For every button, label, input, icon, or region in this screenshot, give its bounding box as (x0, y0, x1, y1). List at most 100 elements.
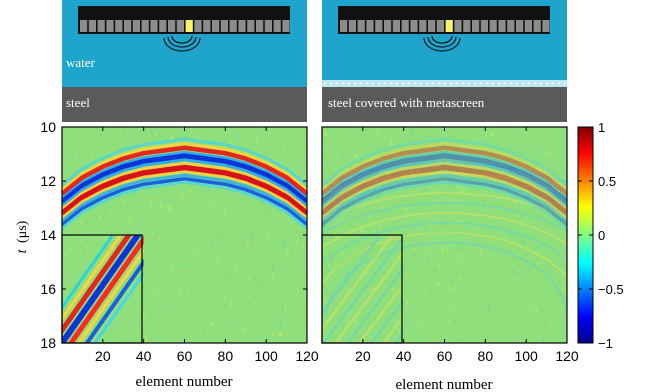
speckle (279, 325, 281, 329)
speckle (514, 144, 517, 147)
speckle (407, 213, 411, 219)
speckle (271, 262, 274, 269)
speckle (378, 251, 381, 257)
speckle (135, 191, 137, 198)
speckle (90, 156, 93, 160)
speckle (411, 267, 413, 271)
faint-ring (322, 172, 567, 198)
speckle (238, 223, 242, 227)
speckle (241, 326, 245, 331)
speckle (105, 320, 108, 324)
speckle (542, 134, 545, 138)
speckle (462, 326, 465, 330)
left-heatmap: 20 40 60 80 100 120 10 12 14 16 18 (40, 119, 318, 364)
speckle (461, 169, 465, 176)
speckle (205, 295, 208, 297)
speckle (436, 281, 440, 286)
speckle (539, 276, 542, 279)
wavefront-band (322, 177, 567, 227)
x-tick-label: 120 (555, 348, 579, 364)
speckle (518, 168, 521, 172)
speckle (463, 185, 467, 191)
speckle (445, 227, 448, 232)
speckle (272, 278, 274, 281)
speckle (140, 220, 144, 224)
speckle (422, 334, 425, 337)
speckle (195, 297, 198, 302)
speckle (342, 136, 345, 138)
speckle (533, 247, 537, 252)
wavefront-band (62, 173, 307, 223)
speckle (265, 247, 267, 252)
speckle (296, 158, 300, 164)
speckle (417, 215, 420, 217)
speckle (265, 144, 267, 146)
array-element (472, 20, 480, 32)
speckle (406, 192, 410, 195)
speckle (210, 267, 213, 270)
speckle (355, 318, 358, 324)
speckle (251, 254, 255, 258)
speckle (482, 234, 485, 237)
speckle (410, 324, 412, 330)
speckle (434, 189, 436, 193)
speckle (550, 161, 552, 167)
speckle (196, 201, 200, 204)
speckle (71, 150, 74, 156)
speckle (276, 302, 280, 306)
colorbar-tick-label: 1 (598, 120, 605, 135)
speckle (532, 325, 535, 327)
speckle (126, 336, 130, 341)
speckle (453, 307, 455, 311)
speckle (549, 233, 552, 235)
speckle (475, 334, 477, 341)
speckle (254, 133, 258, 136)
speckle (453, 287, 456, 291)
speckle (424, 167, 427, 169)
x-tick-label: 20 (95, 348, 111, 364)
inset-stripe (67, 235, 144, 343)
speckle (214, 250, 218, 256)
speckle (64, 307, 67, 312)
inset-stripe (62, 235, 132, 335)
speckle (328, 164, 330, 169)
speckle (510, 155, 514, 158)
speckle (432, 293, 436, 297)
speckle (468, 182, 470, 187)
array-element (247, 20, 255, 32)
speckle (146, 221, 150, 224)
speckle (517, 140, 519, 143)
speckle (94, 286, 98, 290)
speckle (489, 185, 492, 190)
speckle (545, 265, 547, 270)
speckle (375, 163, 379, 168)
speckle (366, 226, 368, 231)
array-element (176, 20, 184, 32)
array-element (480, 20, 488, 32)
speckle (234, 266, 237, 272)
speckle (216, 255, 220, 259)
speckle (412, 182, 415, 185)
speckle (446, 257, 448, 260)
speckle (263, 204, 265, 210)
x-tick-label: 60 (437, 348, 453, 364)
array-element (282, 20, 290, 32)
speckle (446, 247, 449, 252)
speckle (285, 305, 287, 311)
speckle (168, 309, 172, 313)
wavefront-band (322, 142, 567, 191)
speckle (183, 216, 185, 222)
speckle (196, 319, 198, 325)
x-tick-label: 60 (177, 348, 193, 364)
wave-arcs-icon (163, 35, 201, 52)
speckle (515, 339, 518, 343)
speckle (158, 234, 162, 240)
speckle (193, 324, 196, 328)
speckle (116, 290, 120, 294)
speckle (397, 328, 401, 334)
x-axis-label-right: element number (395, 377, 492, 392)
speckle (222, 293, 225, 300)
speckle (449, 280, 453, 283)
speckle (549, 181, 552, 186)
speckle (379, 223, 382, 228)
